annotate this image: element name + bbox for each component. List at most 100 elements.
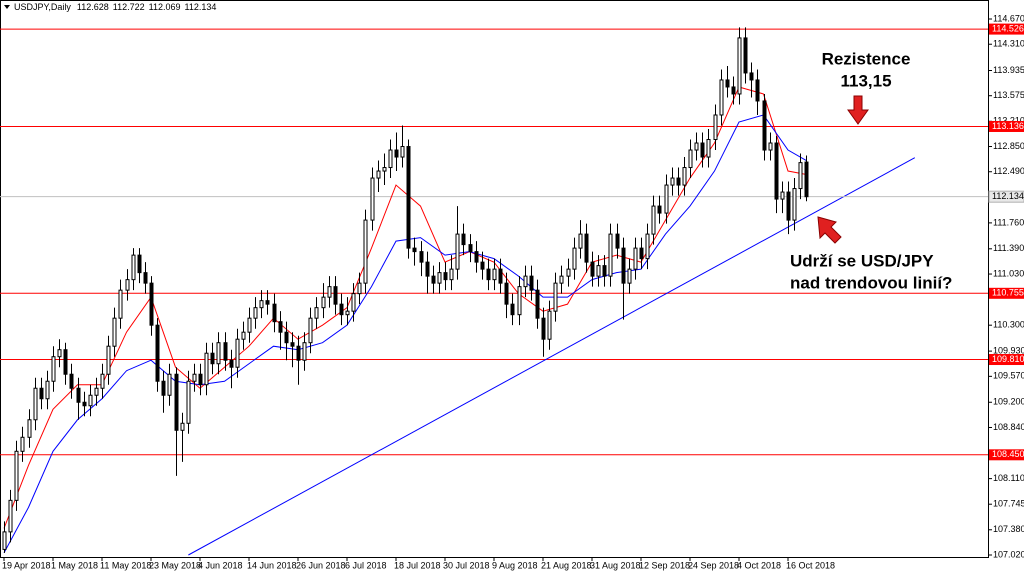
level-label-bg [989,120,1024,132]
candle-body [676,177,681,186]
annotation: 113,15 [840,71,891,90]
candle-body [2,531,7,550]
x-tick-label: 26 Jun 2018 [296,560,346,570]
ohlc-open: 112.628 [77,2,109,12]
candle-body [308,317,313,344]
x-tick-label: 19 Apr 2018 [2,560,51,570]
level-label-bg [989,449,1024,461]
header: USDJPY,Daily 112.628 112.722 112.069 112.134 [14,2,216,12]
y-tick-label: 114.310 [993,39,1024,49]
candle-body [155,324,160,382]
annotation: nad trendovou linií? [790,273,952,292]
candle-body [406,146,411,249]
candle-body [63,349,68,375]
candle-body [174,373,179,431]
y-tick-label: 108.110 [993,473,1024,483]
candle-body [559,275,564,284]
candle-body [468,244,473,253]
candle-body [223,342,228,361]
x-tick-label: 30 Jul 2018 [443,560,490,570]
candle-body [737,37,742,95]
symbol: USDJPY,Daily [14,2,71,12]
candle-body [492,268,497,281]
level-label: 110.755 [992,288,1024,298]
x-tick-label: 9 Aug 2018 [492,560,538,570]
x-tick-label: 21 Aug 2018 [541,560,592,570]
candle-body [425,261,430,277]
candle-body [241,331,246,340]
candle-body [333,286,338,305]
candle-body [118,289,123,319]
candle-body [510,303,515,316]
candle-body [388,149,393,169]
candle-body [682,167,687,186]
candle-body [645,233,650,260]
candle-body [14,450,19,501]
candle-body [547,310,552,340]
candle-body [412,247,417,253]
candle-body [713,114,718,141]
x-tick-label: 14 Jun 2018 [247,560,297,570]
candle-body [27,419,32,438]
candle-body [566,268,571,277]
candle-body [768,142,773,151]
candle-body [553,282,558,312]
candle-body [149,282,154,326]
x-tick-label: 16 Oct 2018 [786,560,835,570]
candle-body [45,380,50,400]
current-price-label: 112.134 [992,191,1024,201]
y-tick-label: 109.200 [993,397,1024,407]
candle-body [278,321,283,333]
candle-body [314,307,319,319]
candle-body [229,359,234,368]
candle-body [639,247,644,260]
candle-body [529,275,534,291]
candle-body [602,265,607,277]
candle-body [792,188,797,221]
candle-body [394,149,399,158]
candle-body [670,177,675,186]
candle-body [804,161,809,198]
x-tick-label: 1 May 2018 [51,560,98,570]
candle-body [351,293,356,312]
candle-body [774,142,779,200]
candle-body [608,233,613,277]
candle-body [590,261,595,277]
candle-body [321,296,326,309]
level-label: 108.450 [992,449,1024,459]
y-tick-label: 112.490 [993,166,1024,176]
y-tick-label: 110.300 [993,320,1024,330]
y-tick-label: 108.840 [993,422,1024,432]
candle-body [700,142,705,158]
arrow [847,95,869,125]
y-tick-label: 111.390 [993,243,1024,253]
candle-body [69,373,74,389]
candle-body [535,289,540,319]
y-tick-label: 112.850 [993,141,1024,151]
candle-body [100,373,105,389]
level-label-bg [989,354,1024,366]
candle-body [296,345,301,361]
candle-body [437,272,442,284]
candle-body [731,86,736,95]
candle-body [131,254,136,281]
candle-body [400,146,405,158]
candle-body [284,331,289,344]
candle-body [541,317,546,340]
candle-body [76,387,81,403]
candle-body [33,387,38,421]
candle-body [210,352,215,365]
candle-body [253,307,258,319]
candle-body [363,219,368,284]
x-tick-label: 12 Sep 2018 [639,560,690,570]
x-tick-label: 11 May 2018 [100,560,151,570]
candle-body [302,342,307,361]
candle-body [39,387,44,400]
candle-body [272,303,277,323]
candle-body [578,233,583,249]
candle-body [657,205,662,214]
candle-body [651,205,656,235]
candle-body [51,356,56,382]
candle-body [621,247,626,284]
